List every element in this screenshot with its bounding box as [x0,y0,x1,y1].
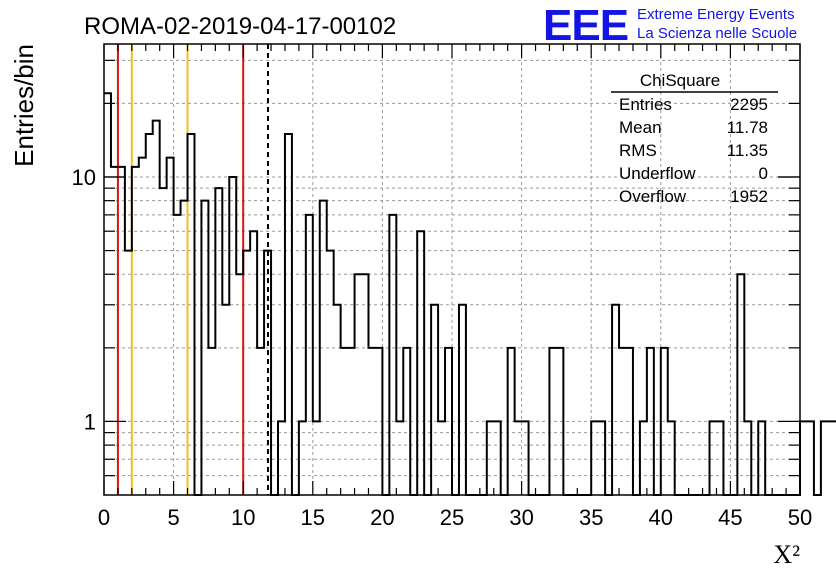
x-tick-label: 10 [231,505,255,530]
histogram-bin [737,274,744,495]
x-tick-label: 5 [167,505,179,530]
stats-value-underflow: 0 [759,164,768,183]
x-tick-label: 20 [370,505,394,530]
histogram-bin [828,421,835,495]
histogram-bin [174,215,181,495]
eee-logo-line2: La Scienza nelle Scuole [637,25,797,42]
run-title: ROMA-02-2019-04-17-00102 [84,13,396,40]
x-tick-label: 15 [301,505,325,530]
histogram-bin [222,305,229,495]
histogram-bin [215,188,222,495]
histogram-bin [334,305,341,495]
stats-label-overflow: Overflow [619,187,687,206]
stats-label-mean: Mean [619,118,662,137]
histogram-bin [807,421,814,495]
histogram-bin [821,421,828,495]
histogram-bin [362,274,369,495]
x-tick-label: 35 [579,505,603,530]
eee-logo: EEE Extreme Energy Events La Scienza nel… [543,1,797,50]
y-axis-label: Entries/bin [9,44,39,167]
histogram-bin [104,93,111,495]
histogram-bin [431,305,438,495]
x-axis-label: X² [773,540,800,569]
histogram-bin [160,188,167,495]
x-tick-label: 40 [649,505,673,530]
x-tick-label: 50 [788,505,812,530]
histogram-bin [111,167,118,495]
stats-label-entries: Entries [619,95,672,114]
histogram-bin [306,215,313,495]
histogram-bin [243,251,250,495]
axis-ticks: 0 5 10 15 20 25 30 35 40 45 50 1 10 [72,44,812,530]
eee-logo-line1: Extreme Energy Events [637,6,795,23]
histogram-bin [389,215,396,495]
histogram-bin [132,167,139,495]
histogram-bin [612,305,619,495]
y-tick-label: 1 [84,409,96,434]
stats-label-underflow: Underflow [619,164,696,183]
histogram-bin [125,251,132,495]
histogram-bin [229,177,236,495]
histogram-bin [355,274,362,495]
x-tick-label: 0 [98,505,110,530]
histogram-bin [139,158,146,495]
histogram-bin [118,167,125,495]
stats-box: ChiSquare Entries 2295 Mean 11.78 RMS 11… [611,71,778,206]
stats-value-mean: 11.78 [727,118,768,137]
histogram-bin [459,305,466,495]
stats-label-rms: RMS [619,141,657,160]
histogram-bin [327,251,334,495]
stats-title: ChiSquare [640,71,720,90]
x-tick-label: 30 [509,505,533,530]
histogram-bin [167,158,174,495]
stats-value-entries: 2295 [730,95,768,114]
x-tick-label: 25 [440,505,464,530]
histogram-bin [417,231,424,495]
stats-value-overflow: 1952 [730,187,768,206]
stats-value-rms: 11.35 [727,141,768,160]
plot-frame [103,43,801,496]
histogram-bin [250,231,257,495]
reference-lines [116,44,269,495]
y-tick-label: 10 [72,165,96,190]
histogram-bin [236,274,243,495]
x-tick-label: 45 [718,505,742,530]
eee-logo-mark: EEE [543,1,628,50]
histogram-bin [800,421,807,495]
